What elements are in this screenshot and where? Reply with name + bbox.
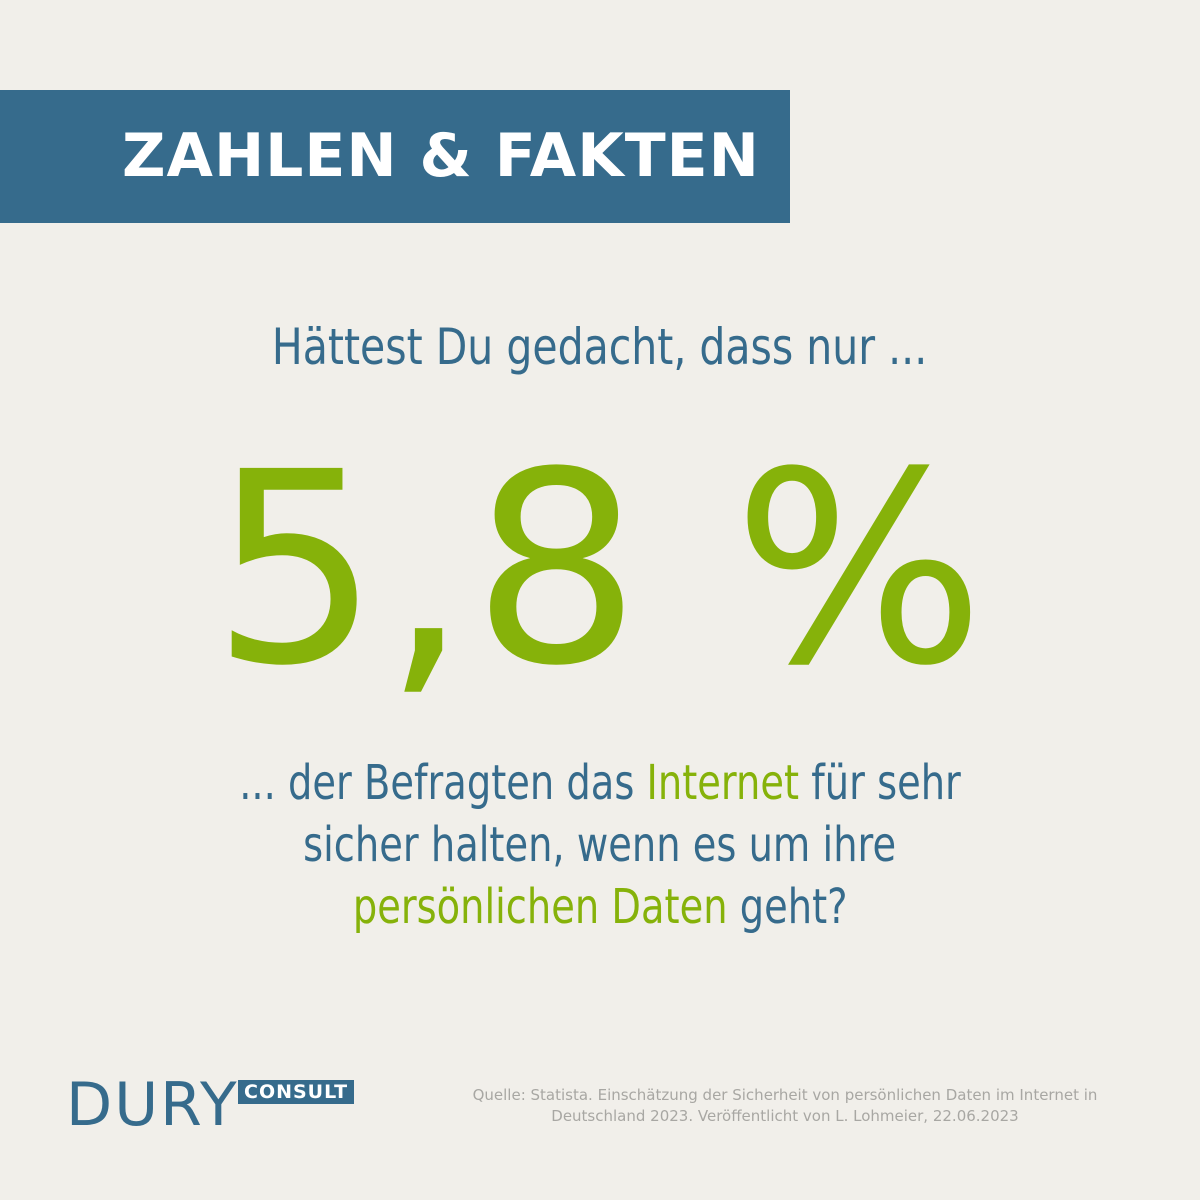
title-banner: ZAHLEN & FAKTEN [0, 90, 790, 223]
source-line-1: Quelle: Statista. Einschätzung der Siche… [472, 1086, 1098, 1104]
statement-text-part: ... der Befragten das [239, 755, 647, 811]
statement-text-part: geht? [727, 879, 848, 935]
highlight-internet: Internet [646, 755, 799, 811]
banner-title: ZAHLEN & FAKTEN [122, 121, 760, 191]
question-text: Hättest Du gedacht, dass nur ... [0, 318, 1200, 376]
statement-line-1: ... der Befragten das Internet für sehr [0, 752, 1200, 814]
statement-line-3: persönlichen Daten geht? [0, 876, 1200, 938]
statement-text: ... der Befragten das Internet für sehr … [0, 752, 1200, 938]
source-line-2: Deutschland 2023. Veröffentlicht von L. … [551, 1107, 1019, 1125]
logo-consult: CONSULT [238, 1080, 355, 1104]
question-label: Hättest Du gedacht, dass nur ... [272, 318, 928, 376]
logo-dury: DURY [66, 1070, 239, 1140]
statement-line-2: sicher halten, wenn es um ihre [0, 814, 1200, 876]
source-citation: Quelle: Statista. Einschätzung der Siche… [470, 1085, 1100, 1127]
statement-text-part: sicher halten, wenn es um ihre [303, 817, 897, 873]
statement-text-part: für sehr [798, 755, 961, 811]
highlight-personal-data: persönlichen Daten [352, 879, 728, 935]
statistic-value: 5,8 % [211, 416, 989, 724]
